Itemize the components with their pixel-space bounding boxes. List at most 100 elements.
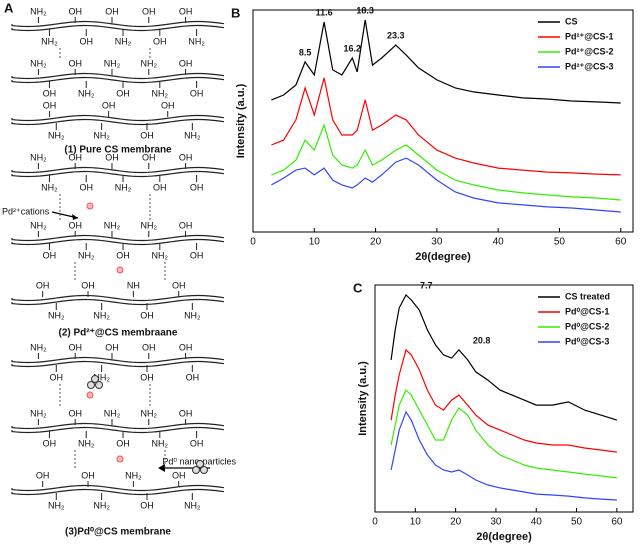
group-label: OH [102,100,116,110]
x-tick-label: 40 [531,517,543,528]
group-label: OH [116,88,130,98]
group-label: OH [68,6,82,16]
group-label: NH₂ [141,408,158,418]
group-label: OH [43,250,57,260]
group-label: NH₂ [188,36,205,46]
polymer-chain [11,294,225,302]
nanoparticle [95,381,103,389]
group-label: OH [68,342,82,352]
polymer-chain [11,118,225,126]
polymer-chain [11,356,225,364]
peak-label: 11.6 [316,7,333,17]
group-label: OH [142,6,156,16]
xrd-line [390,348,617,453]
polymer-chain [11,484,225,492]
polymer-chain [11,298,225,306]
group-label: OH [190,182,204,192]
x-tick-label: 60 [615,237,627,248]
group-label: OH [81,280,95,290]
group-label: OH [43,100,57,110]
xrd-line [390,389,617,479]
xrd-line [271,77,621,176]
group-label: OH [179,220,193,230]
polymer-chain [11,426,225,434]
group-label: OH [190,250,204,260]
group-label: OH [50,372,64,382]
group-label: NH₂ [30,6,47,16]
group-label: OH [68,408,82,418]
y-axis-label: Intensity (a.u.) [235,83,247,158]
peak-label: 16.2 [344,43,362,53]
group-label: NH₂ [184,500,201,510]
group-label: NH₂ [41,36,58,46]
group-label: OH [142,152,156,162]
group-label: NH₂ [184,310,201,320]
nanoparticle [196,460,204,468]
xrd-line [271,123,621,201]
x-tick-label: 60 [611,517,623,528]
group-label: OH [179,408,193,418]
peak-label: 23.3 [387,30,405,40]
group-label: OH [43,438,57,448]
peak-label: 7.7 [420,280,433,290]
legend-label: CS treated [565,291,610,301]
polymer-chain [11,488,225,496]
group-label: NH₂ [115,182,132,192]
legend-label: CS [565,16,578,26]
peak-label: 18.3 [356,5,374,15]
x-tick-label: 30 [431,237,443,248]
x-tick-label: 10 [410,517,422,528]
nanoparticle [91,375,99,383]
legend-label: Pd²⁺@CS-3 [565,61,614,71]
group-label: NH₂ [48,130,65,140]
group-label: NH₂ [30,220,47,230]
group-label: OH [68,152,82,162]
legend-label: Pd⁰@CS-1 [565,306,609,316]
x-tick-label: 0 [372,517,378,528]
plot-frame [374,284,634,513]
polymer-chain [11,20,225,28]
membrane-caption: (3)Pd⁰@CS membrane [65,527,171,538]
peak-label: 8.5 [299,47,312,57]
nanoparticle [87,381,95,389]
group-label: NH₂ [104,58,121,68]
polymer-chain [11,170,225,178]
group-label: OH [43,88,57,98]
x-axis-label: 2θ(degree) [415,251,471,263]
group-label: NH₂ [115,36,132,46]
arrow-head [72,214,78,220]
group-label: OH [172,470,186,480]
group-label: OH [190,438,204,448]
plot-frame [252,9,634,233]
group-label: OH [81,470,95,480]
group-label: NH₂ [78,438,95,448]
polymer-chain [11,360,225,368]
group-label: OH [116,250,130,260]
group-label: OH [140,500,154,510]
group-label: NH₂ [184,130,201,140]
x-tick-label: 0 [250,237,256,248]
group-label: NH₂ [93,372,110,382]
group-label: OH [142,342,156,352]
xrd-line [271,157,621,213]
legend-label: Pd⁰@CS-2 [565,321,609,331]
group-label: NH₂ [125,470,142,480]
group-label: OH [161,100,175,110]
group-label: NH₂ [93,130,110,140]
group-label: NH₂ [93,500,110,510]
pd-cations-label: Pd²⁺cations [2,206,50,216]
x-tick-label: 10 [309,237,321,248]
group-label: OH [179,6,193,16]
panel-letter: C [353,280,363,295]
group-label: NH₂ [152,88,169,98]
legend-label: Pd²⁺@CS-1 [565,31,614,41]
group-label: OH [36,280,50,290]
group-label: OH [153,36,167,46]
panel-letter: B [231,5,240,20]
group-label: NH₂ [93,310,110,320]
polymer-chain [11,72,225,80]
group-label: NH₂ [152,438,169,448]
pd-ion [116,266,124,274]
peak-label: 20.8 [473,335,491,345]
